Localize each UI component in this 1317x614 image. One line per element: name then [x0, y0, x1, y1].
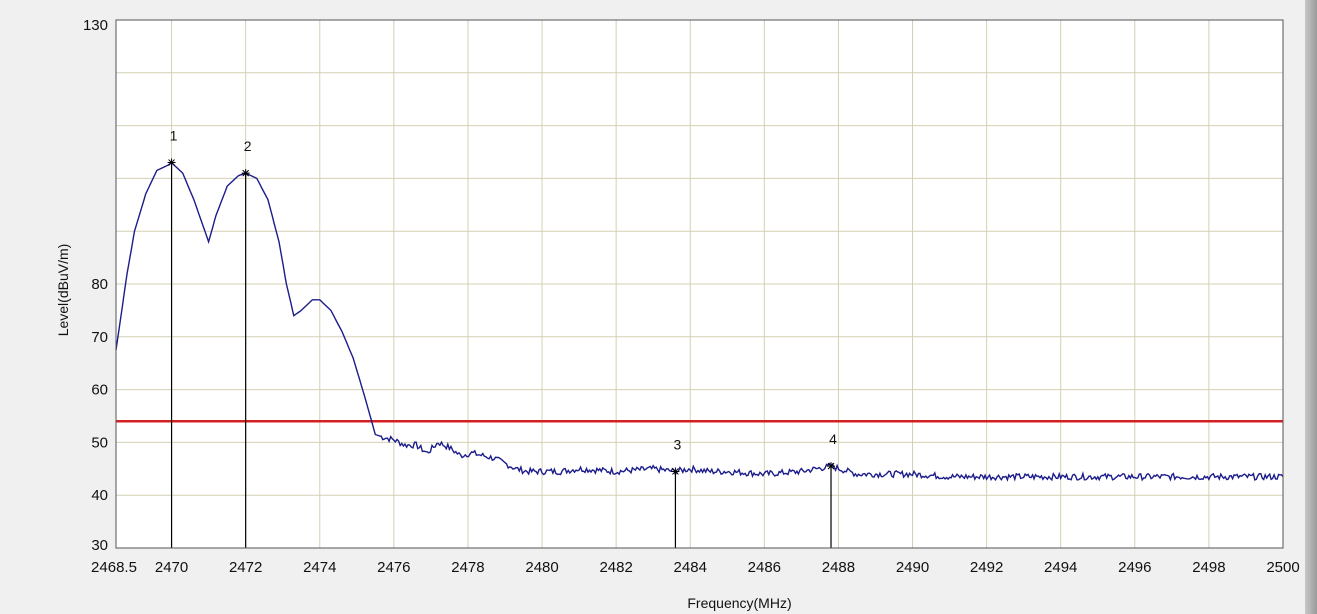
tick-labels: 2468.5 2470 2472 2474 2476 2478 2480 2482 2484 24… — [83, 17, 1300, 576]
marker-label: 2 — [244, 138, 252, 154]
marker-point — [827, 462, 836, 471]
x-tick-label: 2496 — [1118, 559, 1151, 576]
x-tick-label: 2482 — [599, 559, 632, 576]
marker-point — [241, 169, 250, 178]
y-tick-label: 30 — [91, 537, 108, 554]
x-tick-label: 2474 — [303, 559, 336, 576]
marker-layer: 1 2 3 4 — [167, 128, 837, 548]
x-tick-label: 2498 — [1192, 559, 1225, 576]
x-tick-label: 2470 — [155, 559, 188, 576]
x-tick-label: 2486 — [748, 559, 781, 576]
series-layer — [115, 161, 1284, 482]
x-tick-label: 2472 — [229, 559, 262, 576]
x-tick-label: 2484 — [674, 559, 707, 576]
y-tick-label: 40 — [91, 487, 108, 504]
x-tick-label: 2480 — [525, 559, 558, 576]
marker-label: 3 — [674, 436, 682, 452]
marker-point — [671, 467, 680, 476]
plot-border — [115, 19, 1284, 549]
x-axis-label: Frequency(MHz) — [687, 595, 791, 611]
y-tick-label: 80 — [91, 276, 108, 293]
y-tick-label: 60 — [91, 382, 108, 399]
spectrum-trace — [115, 161, 1284, 482]
x-tick-label: 2500 — [1266, 559, 1299, 576]
x-tick-label: 2476 — [377, 559, 410, 576]
y-tick-label: 50 — [91, 434, 108, 451]
window-right-border — [1305, 0, 1317, 614]
x-tick-label: 2488 — [822, 559, 855, 576]
x-tick-label: 2468.5 — [91, 559, 137, 576]
y-axis-label: Level(dBuV/m) — [55, 244, 71, 337]
x-tick-label: 2478 — [451, 559, 484, 576]
grid-lines — [116, 20, 1283, 548]
marker-label: 4 — [829, 431, 837, 447]
marker-label: 1 — [170, 128, 178, 144]
x-tick-label: 2492 — [970, 559, 1003, 576]
x-tick-label: 2494 — [1044, 559, 1077, 576]
x-tick-label: 2490 — [896, 559, 929, 576]
y-tick-label: 130 — [83, 17, 108, 34]
marker-point — [167, 158, 176, 167]
y-tick-label: 70 — [91, 329, 108, 346]
